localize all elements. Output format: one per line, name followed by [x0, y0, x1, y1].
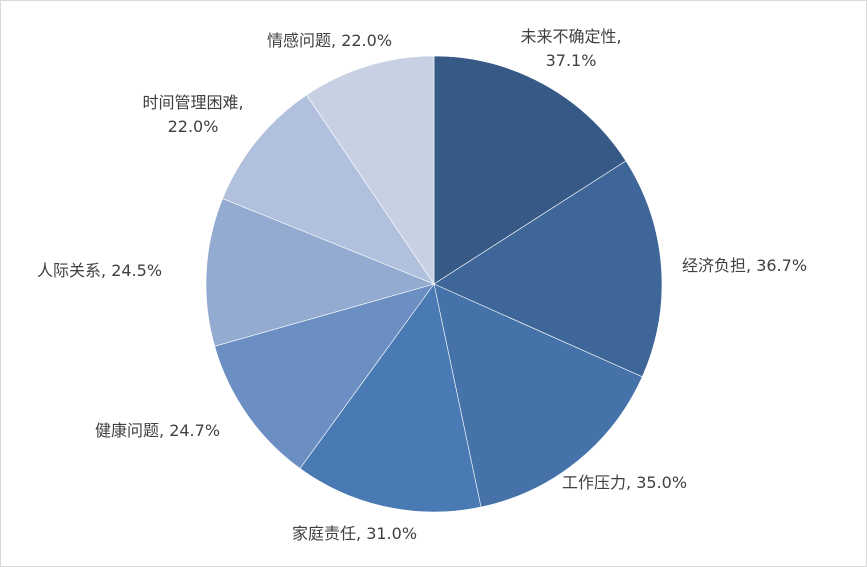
data-label: 人际关系, 24.5% — [37, 261, 163, 280]
data-label: 家庭责任, 31.0% — [292, 524, 418, 543]
pie-slice-8 — [306, 55, 435, 285]
data-label: 健康问题, 24.7% — [95, 421, 221, 440]
data-label: 未来不确定性, 37.1% — [520, 27, 622, 70]
data-label: 情感问题, 22.0% — [267, 31, 393, 50]
pie-slice-3 — [433, 283, 643, 508]
pie-slice-5 — [214, 283, 435, 469]
data-label: 时间管理困难, 22.0% — [142, 93, 244, 136]
pie-slice-6 — [205, 198, 435, 347]
pie-slice-1 — [433, 55, 627, 285]
data-label: 经济负担, 36.7% — [682, 256, 808, 275]
pie-slice-4 — [299, 283, 482, 513]
data-label: 工作压力, 35.0% — [562, 473, 688, 492]
pie-slice-7 — [222, 94, 435, 285]
pie-slice-2 — [433, 160, 663, 378]
